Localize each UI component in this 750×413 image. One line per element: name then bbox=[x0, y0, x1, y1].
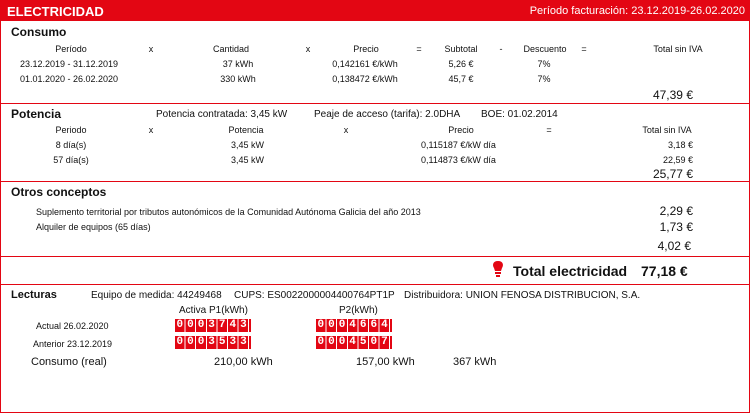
total-amount: 77,18 € bbox=[641, 263, 688, 279]
meter-digits: 0004507 bbox=[316, 336, 392, 349]
table-cell: 01.01.2020 - 26.02.2020 bbox=[19, 74, 119, 84]
column-header: Activa P1(kWh) bbox=[179, 305, 248, 316]
column-header: Cantidad bbox=[212, 44, 250, 54]
consumption-value: 210,00 kWh bbox=[214, 356, 273, 368]
section-title: Potencia bbox=[11, 107, 62, 121]
meter-digits: 0003743 bbox=[175, 319, 251, 332]
subtotal: 4,02 € bbox=[657, 239, 691, 253]
consumption-value: 157,00 kWh bbox=[356, 356, 415, 368]
section-title: Consumo bbox=[11, 25, 67, 39]
table-cell: 23.12.2019 - 31.12.2019 bbox=[19, 59, 119, 69]
table-cell: 3,18 € bbox=[667, 140, 693, 150]
column-header: Descuento bbox=[523, 44, 567, 54]
divider bbox=[1, 181, 749, 182]
subtotal: 25,77 € bbox=[652, 167, 693, 181]
column-header: Precio bbox=[448, 125, 474, 135]
item-amount: 1,73 € bbox=[659, 220, 693, 234]
table-cell: 0,138472 €/kWh bbox=[332, 74, 398, 84]
table-cell: 5,26 € bbox=[448, 59, 474, 69]
table-cell: 0,142161 €/kWh bbox=[332, 59, 398, 69]
divider bbox=[1, 256, 749, 257]
column-header: - bbox=[499, 44, 503, 54]
column-header: Potencia bbox=[228, 125, 264, 135]
total-label: Total electricidad bbox=[513, 263, 628, 279]
info: Potencia contratada: 3,45 kW bbox=[156, 109, 288, 120]
column-header: Total sin IVA bbox=[642, 125, 692, 135]
column-header: = bbox=[581, 44, 587, 54]
consumption-value: 367 kWh bbox=[453, 356, 497, 368]
column-header: = bbox=[416, 44, 422, 54]
section-title: ELECTRICIDAD bbox=[7, 4, 104, 19]
section-title: Lecturas bbox=[11, 289, 57, 301]
section-title: Otros conceptos bbox=[11, 185, 107, 199]
billing-period: Período facturación: 23.12.2019-26.02.20… bbox=[529, 5, 745, 17]
column-header: x bbox=[343, 125, 349, 135]
item-label: Suplemento territorial por tributos auto… bbox=[36, 207, 421, 217]
table-cell: 7% bbox=[537, 59, 551, 69]
column-header: x bbox=[305, 44, 311, 54]
info: Distribuidora: UNION FENOSA DISTRIBUCION… bbox=[404, 290, 641, 301]
column-header: x bbox=[148, 125, 154, 135]
column-header: Precio bbox=[353, 44, 379, 54]
item-label: Alquiler de equipos (65 días) bbox=[36, 222, 151, 232]
info: Peaje de acceso (tarifa): 2.0DHA bbox=[314, 109, 461, 120]
table-cell: 330 kWh bbox=[220, 74, 256, 84]
reading-label: Anterior 23.12.2019 bbox=[33, 339, 113, 349]
table-cell: 0,115187 €/kW día bbox=[421, 140, 496, 150]
info: BOE: 01.02.2014 bbox=[481, 109, 558, 120]
table-cell: 45,7 € bbox=[448, 74, 474, 84]
column-header: P2(kWh) bbox=[339, 305, 378, 316]
reading-label: Actual 26.02.2020 bbox=[36, 321, 109, 331]
column-header: x bbox=[148, 44, 154, 54]
table-cell: 57 día(s) bbox=[53, 155, 89, 165]
info: Equipo de medida: 44249468 bbox=[91, 290, 222, 301]
table-cell: 3,45 kW bbox=[231, 155, 265, 165]
table-cell: 37 kWh bbox=[222, 59, 254, 69]
column-header: Periodo bbox=[55, 125, 87, 135]
table-cell: 0,114873 €/kW día bbox=[421, 155, 496, 165]
table-cell: 22,59 € bbox=[662, 155, 693, 165]
table-cell: 8 día(s) bbox=[55, 140, 87, 150]
header-bar bbox=[1, 1, 749, 21]
bulb-icon bbox=[493, 261, 503, 277]
column-header: Total sin IVA bbox=[653, 44, 703, 54]
divider bbox=[1, 103, 749, 104]
meter-digits: 0004664 bbox=[316, 319, 392, 332]
info: CUPS: ES0022000004400764PT1P bbox=[234, 290, 395, 301]
column-header: Período bbox=[55, 44, 87, 54]
table-cell: 7% bbox=[537, 74, 551, 84]
table-cell: 3,45 kW bbox=[231, 140, 265, 150]
column-header: Subtotal bbox=[444, 44, 478, 54]
divider bbox=[1, 284, 749, 285]
item-amount: 2,29 € bbox=[659, 204, 693, 218]
reading-label: Consumo (real) bbox=[31, 356, 107, 368]
column-header: = bbox=[546, 125, 552, 135]
meter-digits: 0003533 bbox=[175, 336, 251, 349]
subtotal: 47,39 € bbox=[652, 88, 693, 102]
